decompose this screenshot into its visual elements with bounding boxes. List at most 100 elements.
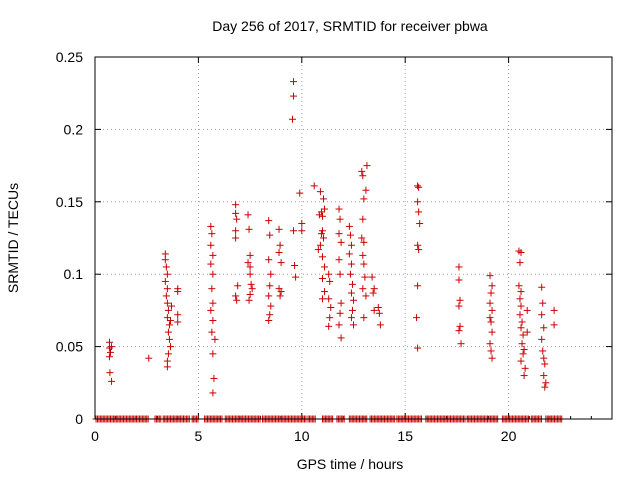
data-point: [296, 189, 304, 197]
data-point: [107, 348, 115, 356]
chart-title: Day 256 of 2017, SRMTID for receiver pbw…: [212, 18, 488, 34]
data-point: [245, 225, 253, 233]
data-point: [486, 272, 494, 280]
data-point: [208, 285, 216, 293]
data-point: [292, 273, 300, 281]
data-point: [209, 299, 217, 307]
data-point: [360, 238, 368, 246]
data-point: [370, 306, 378, 314]
data-point: [456, 322, 464, 330]
data-point: [362, 292, 370, 300]
data-point: [209, 350, 217, 358]
data-point: [348, 306, 356, 314]
data-point: [519, 331, 527, 339]
data-point: [488, 328, 496, 336]
data-point: [168, 302, 176, 310]
data-point: [277, 259, 285, 267]
data-point: [244, 211, 252, 219]
data-point: [161, 256, 169, 264]
data-point: [275, 225, 283, 233]
data-point: [374, 304, 382, 312]
data-point: [456, 296, 464, 304]
data-point: [523, 328, 531, 336]
data-point: [265, 292, 273, 300]
data-point: [363, 162, 371, 170]
data-point: [246, 263, 254, 271]
data-point: [457, 340, 465, 348]
data-point: [538, 335, 546, 343]
data-point: [276, 292, 284, 300]
tick-labels: 0 5 10 15 20 0 0.05 0.1 0.15 0.2 0.25: [56, 49, 517, 444]
data-point: [163, 285, 171, 293]
data-point: [232, 209, 240, 217]
data-point: [317, 230, 325, 238]
data-point: [455, 263, 463, 271]
data-point: [414, 198, 422, 206]
data-point: [414, 282, 422, 290]
data-point: [291, 262, 299, 270]
data-point: [232, 201, 240, 209]
data-point: [519, 350, 527, 358]
data-point: [517, 248, 525, 256]
data-point: [209, 251, 217, 259]
data-point: [165, 335, 173, 343]
data-point: [174, 318, 182, 326]
y-tick-label: 0.25: [56, 49, 83, 65]
data-point: [162, 292, 170, 300]
data-point: [310, 182, 318, 190]
data-point: [290, 227, 298, 235]
data-point: [347, 260, 355, 268]
axes: [94, 56, 612, 420]
data-point: [320, 195, 328, 203]
y-axis-label: SRMTID / TECUs: [5, 183, 21, 293]
data-point: [348, 280, 356, 288]
y-tick-label: 0.1: [64, 266, 84, 282]
y-tick-label: 0.2: [64, 121, 84, 137]
data-point: [266, 231, 274, 239]
data-point: [290, 92, 298, 100]
data-point: [415, 183, 423, 191]
data-point: [487, 347, 495, 355]
data-point: [515, 282, 523, 290]
data-point: [161, 277, 169, 285]
data-point: [521, 364, 529, 372]
x-tick-label: 20: [501, 428, 517, 444]
data-point: [246, 251, 254, 259]
data-point: [316, 241, 324, 249]
data-point: [345, 250, 353, 258]
data-point: [232, 292, 240, 300]
data-point: [247, 280, 255, 288]
data-point: [210, 374, 218, 382]
data-point: [376, 321, 384, 329]
data-point: [539, 347, 547, 355]
data-point: [486, 299, 494, 307]
data-point: [326, 277, 334, 285]
data-point: [267, 302, 275, 310]
data-point: [105, 353, 113, 361]
data-point: [318, 275, 326, 283]
data-point: [486, 314, 494, 322]
data-point: [540, 372, 548, 380]
x-tick-label: 5: [195, 428, 203, 444]
data-point: [358, 167, 366, 175]
data-point: [244, 259, 252, 267]
data-point: [208, 230, 216, 238]
data-point: [413, 314, 421, 322]
data-point: [370, 285, 378, 293]
data-point: [540, 354, 548, 362]
data-point: [166, 317, 174, 325]
data-point: [335, 205, 343, 213]
data-point: [327, 304, 335, 312]
data-point: [375, 309, 383, 317]
data-point: [347, 289, 355, 297]
data-point: [488, 354, 496, 362]
data-point: [538, 283, 546, 291]
data-point: [248, 285, 256, 293]
data-point: [174, 311, 182, 319]
data-point: [207, 260, 215, 268]
y-tick-label: 0: [75, 411, 83, 427]
data-point: [542, 379, 550, 387]
data-point: [518, 340, 526, 348]
data-point: [346, 270, 354, 278]
